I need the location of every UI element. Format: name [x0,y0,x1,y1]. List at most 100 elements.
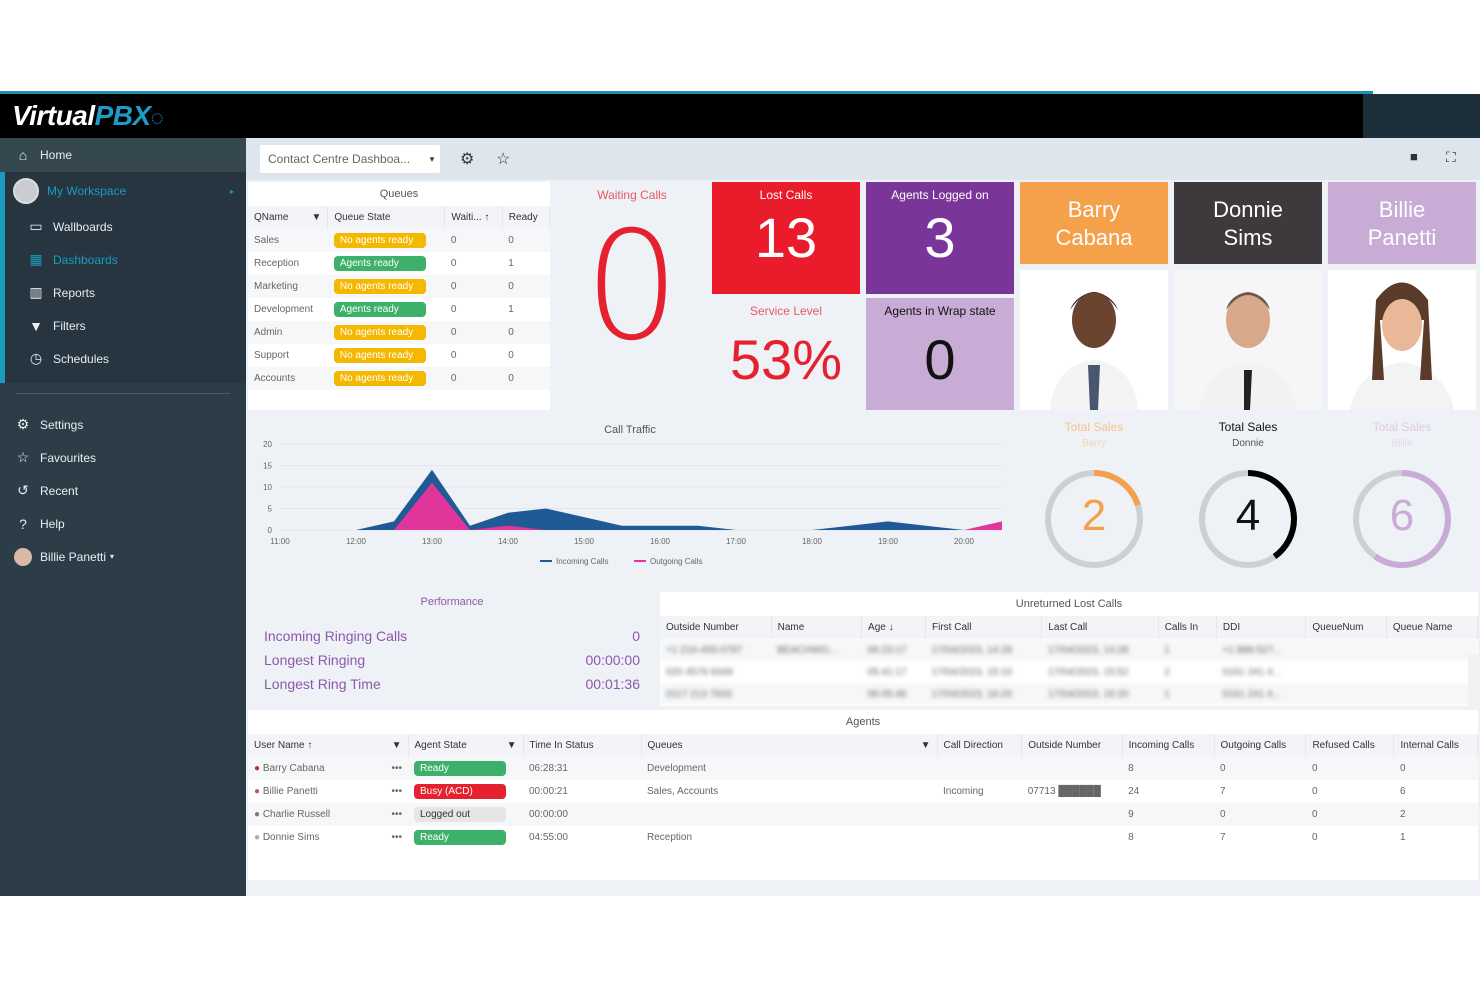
sidebar-item-help[interactable]: ? Help [0,507,246,540]
table-row[interactable]: 020 4579 9349 05:41:17 17/04/2023, 15:10 17… [666,666,1281,678]
waiting-calls-tile: Waiting Calls 0 [556,182,708,410]
status-badge: No agents ready [333,325,426,340]
agent-card-barry[interactable]: Barry Cabana [1020,182,1168,264]
sidebar-item-dashboards[interactable]: ▦ Dashboards [5,243,246,276]
chart-title: Call Traffic [604,424,656,436]
user-menu[interactable]: Billie Panetti ▾ [0,540,246,573]
perf-row: Longest Ringing 00:00:00 [264,652,640,668]
filter-icon[interactable]: ▼ [311,212,322,223]
col-waiting[interactable]: Waiti... ↑ [444,206,503,229]
col-ready[interactable]: Ready [502,206,551,229]
avatar: ● [254,809,261,820]
home-icon: ⌂ [18,147,28,163]
table-row[interactable]: +1 216-455-0787 BEACHWO... 06:23:17 17/04/2… [660,639,1478,661]
caret-down-icon: ▾ [110,552,115,561]
agent-photo-billie [1328,270,1476,410]
agents-panel: Agents User Name ↑ ▼ Agent State ▼ Time In… [248,710,1478,880]
lost-calls-value: 13 [754,206,818,269]
more-icon[interactable]: ••• [391,832,402,843]
table-row[interactable]: Admin No agents ready 0 0 [248,321,550,344]
user-avatar [14,547,32,566]
svg-text:15:00: 15:00 [574,537,595,546]
svg-text:12:00: 12:00 [346,537,367,546]
table-row[interactable]: Accounts No agents ready 0 0 [248,367,550,390]
report-icon: ▥ [29,284,43,300]
table-row[interactable]: ● Charlie Russell ••• Logged out 00:00:00 9 0… [248,803,1478,826]
sidebar-item-schedules[interactable]: ◷ Schedules [5,342,246,375]
help-icon: ? [19,515,27,532]
fullscreen-icon[interactable]: ⛶ [1446,149,1456,165]
table-row[interactable]: Marketing No agents ready 0 0 [248,275,550,298]
status-badge: Ready [414,830,506,845]
dropdown-arrow-icon[interactable]: ▾ [429,154,435,164]
filter-icon[interactable]: ▼ [506,740,517,751]
sidebar-item-settings[interactable]: ⚙ Settings [0,408,246,441]
svg-text:18:00: 18:00 [802,537,823,546]
status-badge: No agents ready [333,371,426,386]
workspace-section: My Workspace ▸ ▭ Wallboards ▦ Dashboards ▥ R… [0,172,246,383]
workspace-avatar-icon [13,178,39,204]
svg-text:11:00: 11:00 [270,537,290,546]
service-level-tile: Service Level 53% [729,304,843,391]
svg-text:20: 20 [263,440,272,449]
table-row[interactable]: ● Donnie Sims ••• Ready 04:55:00 Reception 8 7… [254,830,1406,845]
filter-icon[interactable]: ▼ [391,740,402,751]
sales-ring-billie [1353,470,1451,568]
sidebar-item-reports[interactable]: ▥ Reports [5,276,246,309]
table-row[interactable]: ● Barry Cabana ••• Ready 06:28:31 Developmen… [248,757,1478,780]
sidebar-item-wallboards[interactable]: ▭ Wallboards [5,210,246,243]
wallboard-icon: ▭ [29,218,43,234]
table-row[interactable]: Development Agents ready 0 1 [254,302,514,317]
waiting-calls-value: 0 [584,200,680,374]
chevron-right-icon: ▸ [229,186,234,196]
svg-text:20:00: 20:00 [954,537,975,546]
table-row[interactable]: ● Billie Panetti ••• Busy (ACD) 00:00:21 Sal… [254,784,1406,799]
status-badge: No agents ready [333,233,426,248]
more-icon[interactable]: ••• [391,763,402,774]
sidebar-item-filters[interactable]: ▼ Filters [5,309,246,342]
status-badge: Logged out [414,807,506,822]
filter-icon[interactable]: ▼ [920,740,931,751]
sidebar-item-home[interactable]: ⌂ Home [0,138,246,172]
agent-card-billie[interactable]: Billie Panetti [1328,182,1476,264]
status-badge: Busy (ACD) [414,784,506,799]
star-icon[interactable]: ☆ [496,151,511,168]
col-qname[interactable]: QName ▼ [248,206,329,229]
sidebar-item-recent[interactable]: ↺ Recent [0,474,246,507]
agents-logged-on-tile: Agents Logged on 3 [866,182,1014,294]
svg-text:5: 5 [268,505,273,514]
table-row[interactable]: Reception Agents ready 0 1 [254,256,514,271]
more-icon[interactable]: ••• [391,809,402,820]
table-row[interactable]: 0117 213 7833 06:05:46 17/04/2023, 16:20 17… [660,683,1478,705]
status-badge: No agents ready [333,348,426,363]
col-queue-state[interactable]: Queue State [327,206,446,229]
perf-row: Incoming Ringing Calls 0 [264,628,640,644]
chart-area: 0 5 10 15 20 11:00 12:00 13:00 14:00 15:00 16:00 17… [263,440,1002,566]
lost-calls-tile[interactable]: Lost Calls 13 [712,182,860,294]
lost-calls-scrollbar[interactable] [1468,654,1478,706]
table-row[interactable]: Sales No agents ready 0 0 [248,229,550,252]
sales-ring-donnie [1199,470,1297,568]
lock-icon[interactable]: ■ [1410,149,1418,164]
sidebar: ⌂ Home My Workspace ▸ ▭ Wallboards ▦ Dashboa… [0,138,246,896]
queues-table: QName ▼ Queue State Waiti... ↑ Ready Sale… [248,206,551,390]
more-icon[interactable]: ••• [391,786,402,797]
sidebar-item-workspace[interactable]: My Workspace ▸ [5,172,246,210]
filter-icon: ▼ [29,317,43,334]
dashboard-select[interactable]: Contact Centre Dashboa... [260,145,440,173]
dashboard-icon: ▦ [29,251,43,267]
logo[interactable]: VirtualPBX◌ [12,100,164,131]
sidebar-item-favourites[interactable]: ☆ Favourites [0,441,246,474]
svg-text:17:00: 17:00 [726,537,747,546]
agents-table: User Name ↑ ▼ Agent State ▼ Time In Status… [248,734,1478,849]
agent-card-donnie[interactable]: Donnie Sims [1174,182,1322,264]
svg-text:19:00: 19:00 [878,537,899,546]
performance-panel: Performance Incoming Ringing Calls 0 Long… [246,590,658,706]
gear-icon[interactable]: ⚙ [460,151,475,168]
agent-photo-barry [1020,270,1168,410]
sales-ring-barry [1045,470,1143,568]
status-badge: No agents ready [333,279,426,294]
avatar: ● [254,786,261,797]
table-row[interactable]: Support No agents ready 0 0 [254,348,514,363]
status-badge: Agents ready [333,302,426,317]
